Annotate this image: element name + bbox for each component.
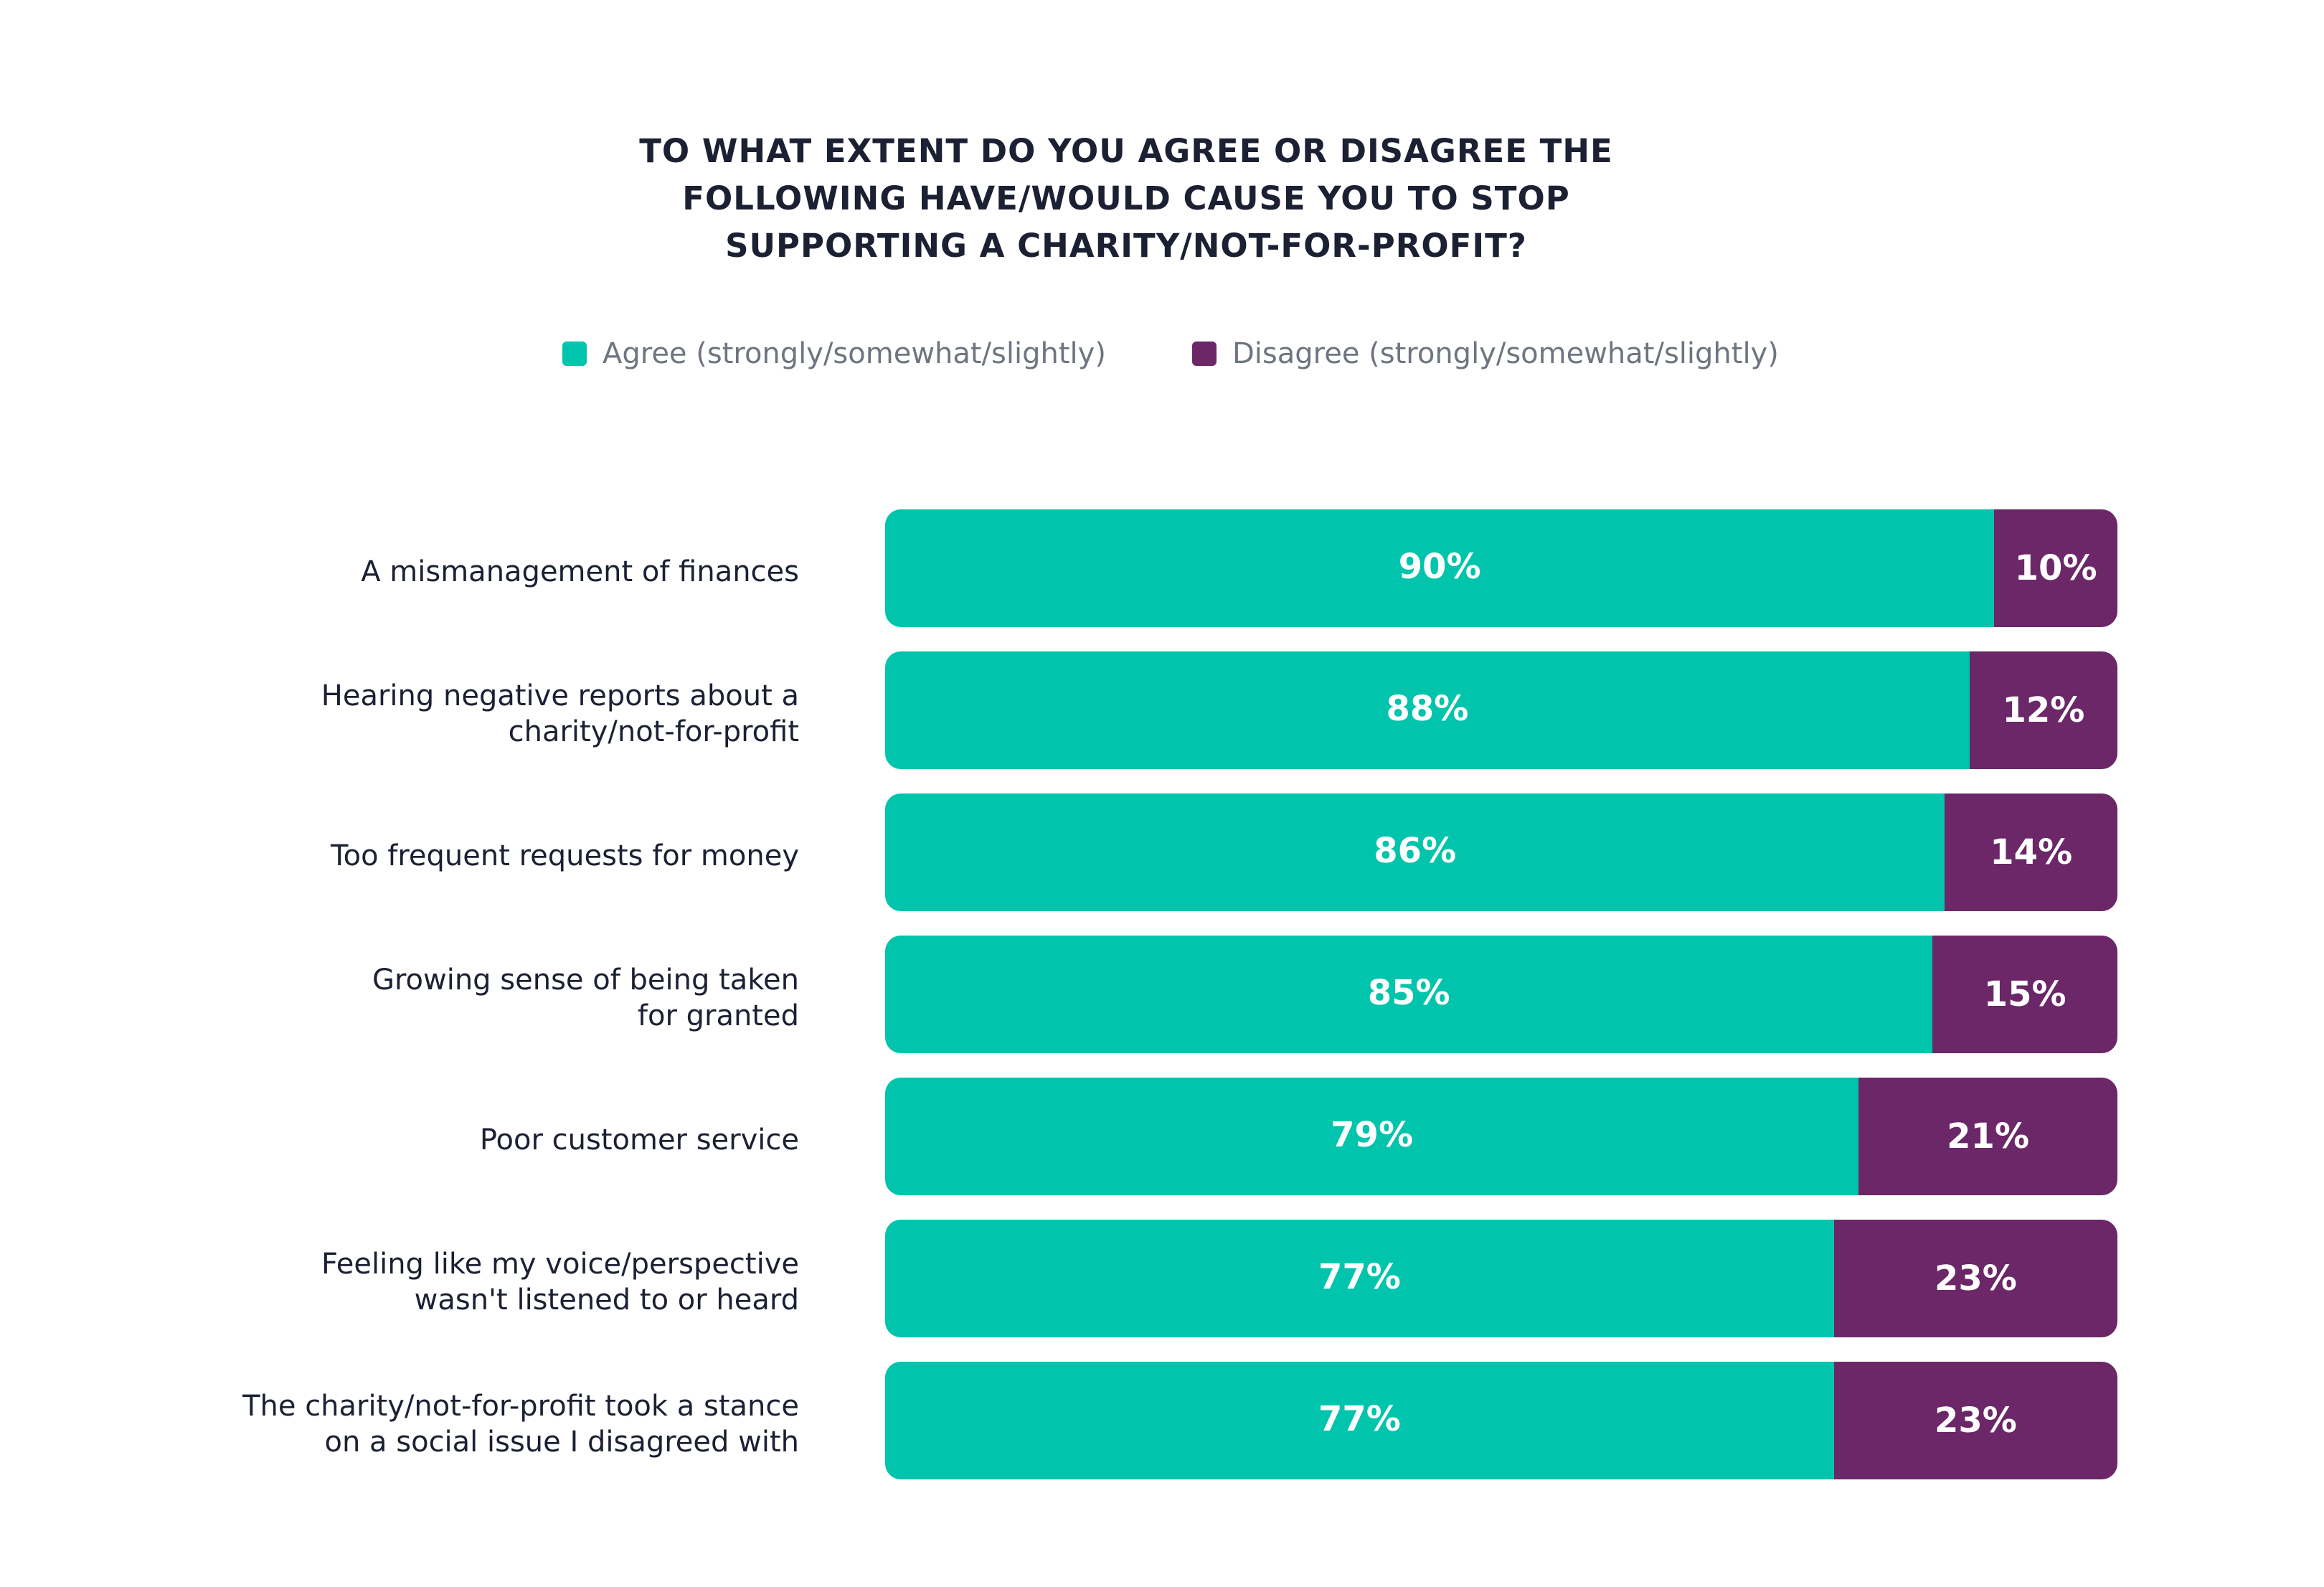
data-label-agree: 86% bbox=[1374, 831, 1457, 871]
category-label: Hearing negative reports about a charity/… bbox=[82, 678, 799, 750]
bar-segment-agree: 90% bbox=[885, 509, 1995, 627]
chart-title-line: SUPPORTING A CHARITY/NOT-FOR-PROFIT? bbox=[725, 227, 1527, 265]
category-label-line: charity/not-for-profit bbox=[508, 715, 799, 748]
data-label-disagree: 23% bbox=[1934, 1400, 2017, 1441]
data-label-disagree: 21% bbox=[1947, 1116, 2030, 1157]
category-label: The charity/not-for-profit took a stance… bbox=[82, 1388, 799, 1460]
bar-row: 77% 23% bbox=[885, 1362, 2117, 1479]
bar-segment-agree: 85% bbox=[885, 936, 1933, 1053]
category-label: Too frequent requests for money bbox=[82, 838, 799, 874]
data-label-disagree: 23% bbox=[1934, 1258, 2017, 1299]
data-label-agree: 88% bbox=[1386, 689, 1469, 729]
data-label-agree: 85% bbox=[1367, 973, 1450, 1013]
bar-segment-agree: 77% bbox=[885, 1220, 1834, 1337]
chart-title-line: TO WHAT EXTENT DO YOU AGREE OR DISAGREE … bbox=[639, 132, 1613, 170]
category-label-line: Growing sense of being taken bbox=[372, 964, 799, 997]
data-label-disagree: 12% bbox=[2002, 690, 2085, 730]
legend-label-agree: Agree (strongly/somewhat/slightly) bbox=[603, 337, 1106, 370]
bar-row: 79% 21% bbox=[885, 1078, 2117, 1195]
legend-swatch-agree bbox=[562, 342, 587, 366]
data-label-agree: 79% bbox=[1331, 1115, 1414, 1155]
category-label-line: A mismanagement of finances bbox=[361, 555, 799, 588]
category-label-line: wasn't listened to or heard bbox=[414, 1284, 799, 1317]
category-label: A mismanagement of finances bbox=[82, 554, 799, 590]
category-label-line: for granted bbox=[637, 999, 799, 1032]
bar-segment-disagree: 10% bbox=[1994, 509, 2117, 627]
bar-segment-agree: 79% bbox=[885, 1078, 1859, 1195]
category-label: Feeling like my voice/perspective wasn't … bbox=[82, 1246, 799, 1318]
data-label-agree: 77% bbox=[1318, 1399, 1401, 1439]
bar-segment-agree: 88% bbox=[885, 651, 1970, 769]
legend-label-disagree: Disagree (strongly/somewhat/slightly) bbox=[1232, 337, 1779, 370]
bar-row: 88% 12% bbox=[885, 651, 2117, 769]
bar-row: 90% 10% bbox=[885, 509, 2117, 627]
chart-title-line: FOLLOWING HAVE/WOULD CAUSE YOU TO STOP bbox=[682, 179, 1570, 217]
legend-item-agree: Agree (strongly/somewhat/slightly) bbox=[562, 337, 1106, 370]
category-label-line: Feeling like my voice/perspective bbox=[321, 1248, 799, 1281]
category-label-line: Poor customer service bbox=[479, 1124, 799, 1157]
bar-segment-disagree: 15% bbox=[1932, 936, 2117, 1053]
data-label-disagree: 10% bbox=[2014, 548, 2097, 588]
legend: Agree (strongly/somewhat/slightly) Disag… bbox=[0, 337, 2324, 380]
bar-segment-disagree: 21% bbox=[1858, 1078, 2117, 1195]
category-label-line: The charity/not-for-profit took a stance bbox=[242, 1390, 799, 1423]
bar-segment-disagree: 23% bbox=[1833, 1220, 2117, 1337]
category-label-line: on a social issue I disagreed with bbox=[324, 1426, 799, 1459]
data-label-disagree: 15% bbox=[1983, 974, 2066, 1014]
bar-segment-disagree: 23% bbox=[1833, 1362, 2117, 1479]
data-label-disagree: 14% bbox=[1990, 832, 2073, 872]
category-label: Growing sense of being taken for granted bbox=[82, 962, 799, 1034]
bar-segment-disagree: 14% bbox=[1945, 794, 2117, 911]
data-label-agree: 77% bbox=[1318, 1257, 1401, 1297]
bar-segment-agree: 86% bbox=[885, 794, 1945, 911]
data-label-agree: 90% bbox=[1398, 547, 1481, 587]
legend-swatch-disagree bbox=[1192, 342, 1217, 366]
bar-segment-agree: 77% bbox=[885, 1362, 1834, 1479]
bar-segment-disagree: 12% bbox=[1969, 651, 2117, 769]
bar-row: 77% 23% bbox=[885, 1220, 2117, 1337]
category-label-line: Too frequent requests for money bbox=[330, 839, 799, 872]
legend-item-disagree: Disagree (strongly/somewhat/slightly) bbox=[1192, 337, 1779, 370]
chart-title: TO WHAT EXTENT DO YOU AGREE OR DISAGREE … bbox=[0, 128, 2252, 270]
bar-row: 85% 15% bbox=[885, 936, 2117, 1053]
bar-row: 86% 14% bbox=[885, 794, 2117, 911]
category-label: Poor customer service bbox=[82, 1122, 799, 1158]
category-label-line: Hearing negative reports about a bbox=[321, 679, 799, 712]
